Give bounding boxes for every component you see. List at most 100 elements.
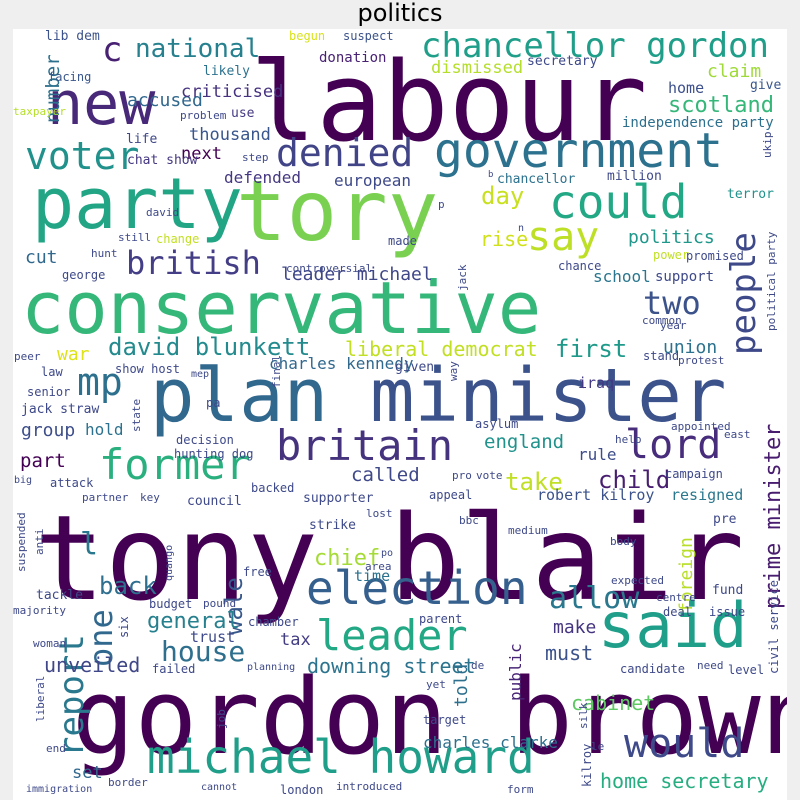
word-leader-michael: leader michael (281, 264, 433, 285)
word-cannot: cannot (201, 782, 238, 793)
word-national: national (135, 34, 261, 64)
word-majority: majority (13, 604, 66, 617)
word-give: give (750, 78, 782, 93)
word-tony-blair: tony blair (34, 489, 745, 627)
word-thousand: thousand (189, 125, 271, 145)
word-likely: likely (203, 64, 250, 79)
word-le: le (591, 740, 605, 753)
word-david: david (146, 206, 180, 219)
word-said: said (598, 589, 748, 662)
word-house: house (161, 635, 246, 668)
word-promised: promised (686, 249, 744, 263)
word-chat-show: chat show (127, 153, 198, 168)
word-big: big (14, 475, 33, 486)
word-key: key (140, 491, 160, 504)
word-back: back (99, 572, 157, 600)
word-cabinet: cabinet (571, 691, 656, 715)
word-group: group (21, 420, 76, 441)
word-kilroy: kilroy (580, 743, 594, 787)
word-european: european (334, 171, 412, 190)
word-medium: medium (508, 524, 548, 537)
word-party: party (32, 163, 243, 245)
word-london: london (280, 783, 324, 797)
word-need: need (697, 659, 724, 672)
word-hunting-dog: hunting dog (174, 447, 254, 461)
word-minister: minister (370, 353, 727, 439)
word-problem: problem (180, 109, 227, 122)
word-chief: chief (314, 546, 381, 571)
word-controversial: controversial (286, 262, 373, 275)
word-government: government (434, 123, 723, 179)
word-life: life (126, 132, 158, 147)
word-accused: accused (127, 90, 203, 111)
word-body: body (610, 535, 637, 548)
word-show-host: show host (115, 362, 181, 376)
word-lost: lost (366, 507, 393, 520)
word-hold: hold (85, 420, 124, 439)
word-attack: attack (50, 476, 94, 490)
word-deal: deal (663, 605, 692, 619)
word-denied: denied (276, 131, 414, 175)
word-rule: rule (578, 445, 617, 464)
chart-title: politics (357, 0, 443, 27)
word-given: given (395, 360, 435, 375)
word-centre: centre (656, 591, 696, 604)
word-taxpayer: taxpayer (13, 105, 66, 118)
word-unveiled: unveiled (44, 653, 141, 677)
word-civil-service: civil service (767, 580, 781, 674)
word-decision: decision (176, 433, 234, 447)
word-time: time (354, 567, 391, 585)
word-plan: plan (150, 353, 329, 439)
word-independence-party: independence party (622, 115, 774, 131)
word-home-secretary: home secretary (600, 769, 769, 793)
word-mep: mep (191, 369, 210, 380)
word-strike: strike (309, 518, 356, 533)
word-secretary: secretary (527, 54, 598, 69)
word-power: power (653, 248, 690, 262)
word-form: form (507, 783, 534, 796)
word-resigned: resigned (671, 486, 744, 504)
word-law: law (41, 365, 63, 379)
word-two: two (643, 284, 701, 322)
word-set: set (72, 763, 103, 783)
word-allow: allow (549, 581, 640, 616)
word-claim: claim (707, 61, 762, 82)
word-b: b (488, 170, 494, 180)
word-leader: leader (316, 611, 468, 660)
word-stand: stand (643, 349, 680, 363)
word-failed: failed (152, 662, 196, 676)
word-supporter: supporter (303, 491, 374, 506)
word-union: union (663, 337, 718, 358)
word-must: must (545, 641, 594, 665)
word-first: first (555, 335, 628, 363)
word-pound: pound (203, 597, 237, 610)
word-would: would (624, 721, 745, 767)
word-chancellor-gordon: chancellor gordon (421, 29, 769, 66)
word-suspended: suspended (15, 512, 28, 572)
word-suspect: suspect (343, 29, 394, 43)
word-jack: jack (456, 264, 469, 292)
word-job: job (215, 709, 228, 729)
word-chance: chance (558, 259, 602, 273)
word-final: final (270, 354, 283, 388)
word-made: made (388, 234, 417, 248)
word-lib-dem: lib dem (45, 29, 100, 44)
word-next: next (181, 144, 222, 164)
word-target: target (423, 713, 467, 727)
word-immigration: immigration (26, 784, 93, 795)
word-general: general (147, 609, 240, 634)
word-make: make (553, 617, 597, 638)
word-british: british (126, 244, 261, 282)
word-appeal: appeal (429, 488, 473, 502)
word-child: child (598, 466, 671, 494)
word-common: common (642, 314, 682, 327)
word-bbc: bbc (459, 514, 479, 527)
word-yet: yet (426, 678, 446, 691)
word-terror: terror (727, 187, 774, 202)
word-step: step (242, 151, 269, 164)
word-use: use (231, 106, 255, 121)
word-tory: tory (236, 162, 439, 260)
word-budget: budget (149, 597, 193, 611)
word-donation: donation (319, 50, 387, 66)
word-public: public (506, 643, 525, 701)
